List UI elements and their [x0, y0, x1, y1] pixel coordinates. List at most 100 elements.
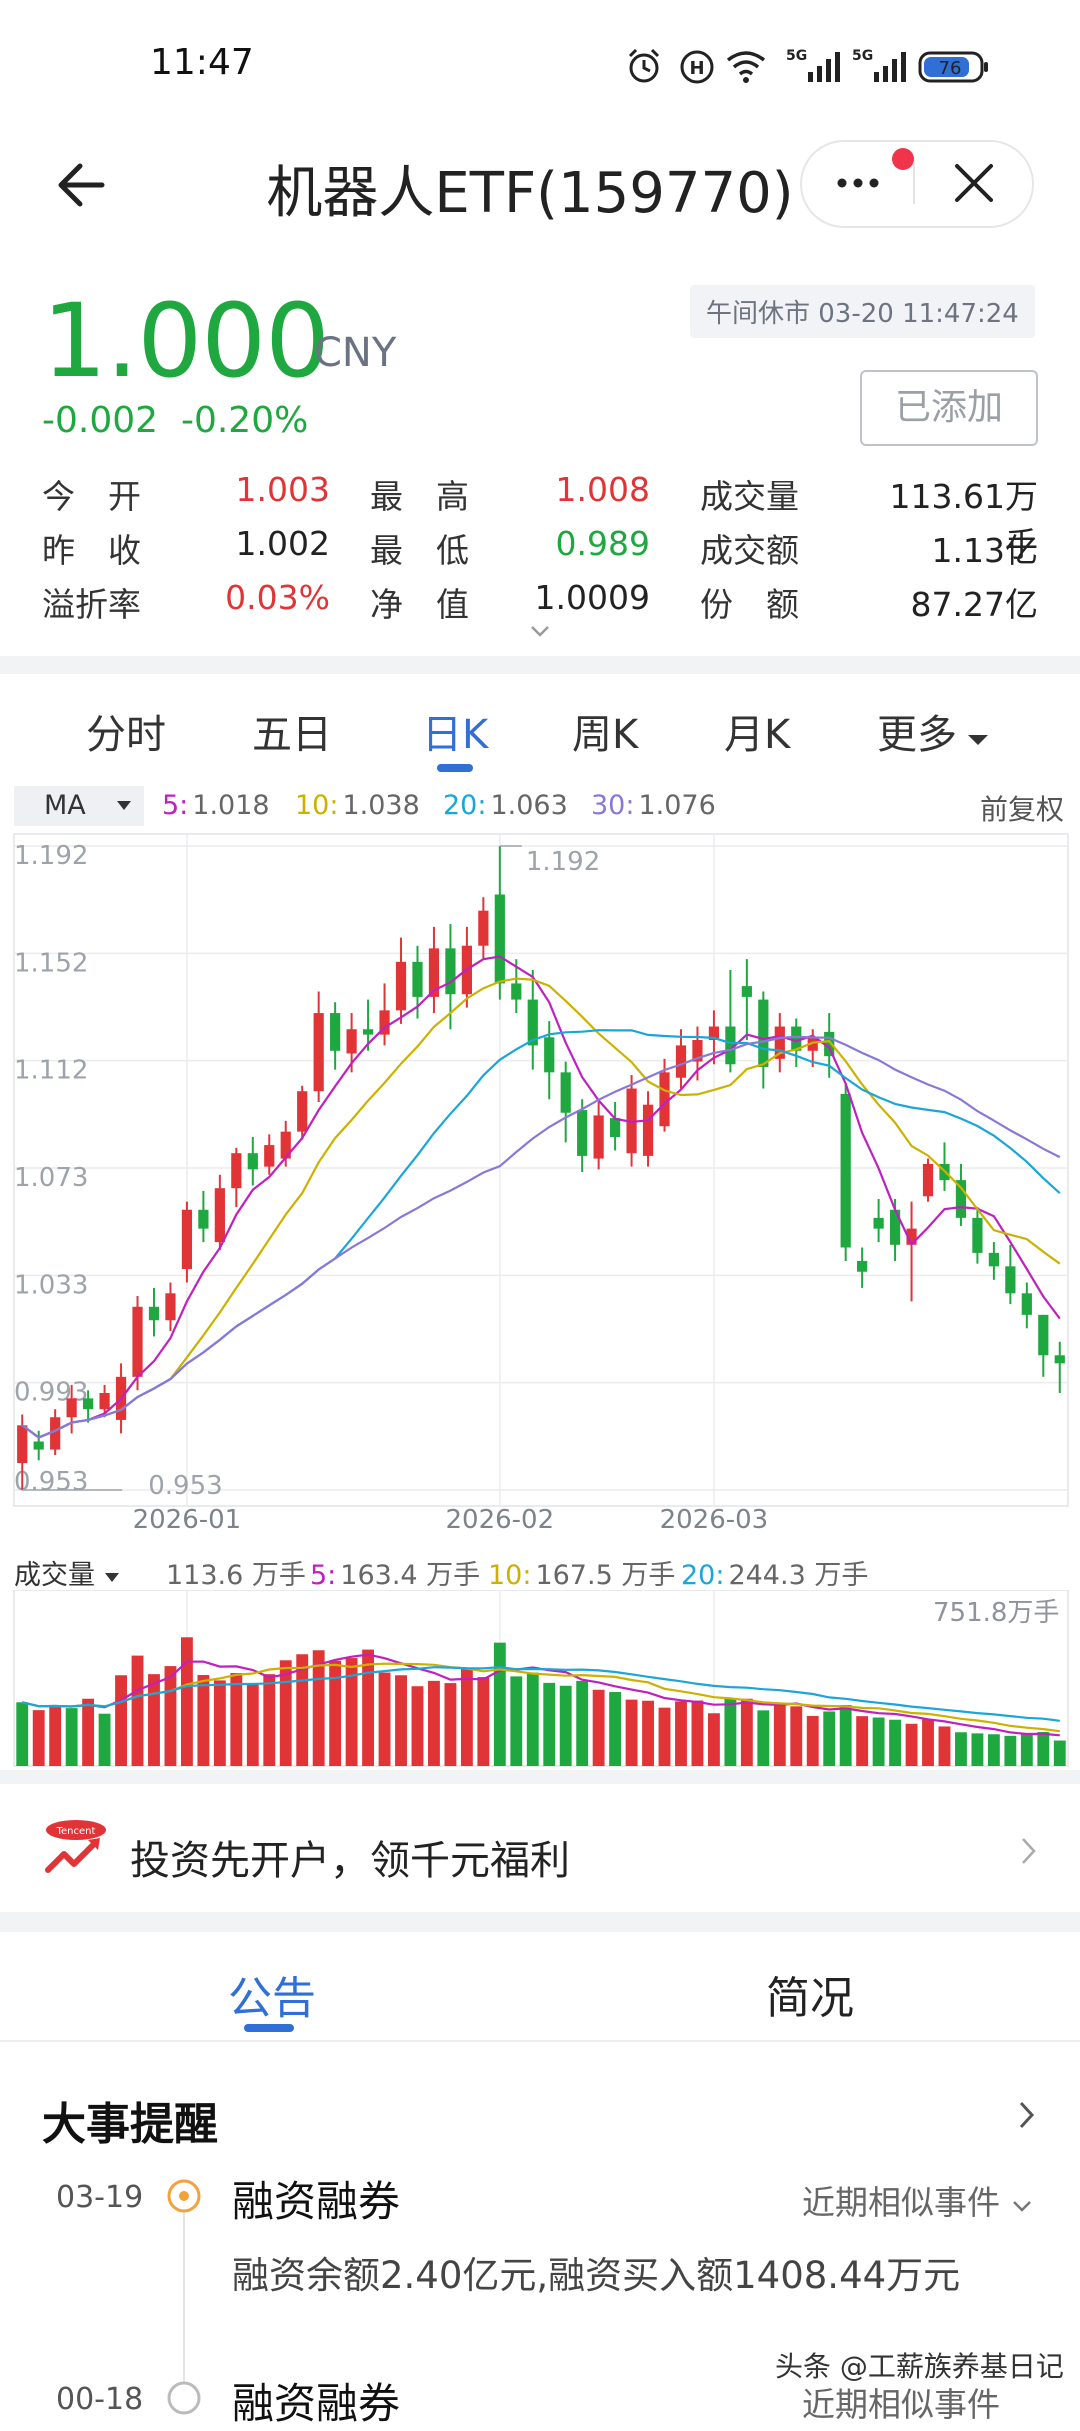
volume-bar [922, 1719, 934, 1766]
stat-value: 1.003 [235, 470, 330, 509]
volume-bar [1053, 1740, 1066, 1766]
legend-value: 1.038 [342, 790, 420, 821]
volume-bar [658, 1707, 671, 1766]
candle-body [313, 1013, 324, 1092]
section-divider [0, 1770, 1080, 1784]
similar-events-label: 近期相似事件 [802, 2385, 1000, 2424]
volume-chart[interactable] [0, 1590, 1080, 1770]
candle-body [412, 961, 423, 997]
events-more-button[interactable] [1016, 2098, 1038, 2132]
y-tick-label: 1.152 [14, 948, 88, 978]
volume-bar [592, 1689, 605, 1766]
candle-body [955, 1180, 967, 1218]
candle-body [83, 1398, 94, 1410]
y-tick-label: 1.192 [14, 841, 88, 871]
tab-announcements[interactable]: 公告 [228, 1973, 316, 2024]
candle-body [824, 1031, 835, 1057]
volume-bar [1004, 1735, 1017, 1766]
candle-body [758, 999, 769, 1067]
tab-period[interactable]: 更多 [877, 702, 991, 760]
active-tab-indicator [244, 2024, 294, 2032]
promo-banner[interactable]: Tencent 投资先开户，领千元福利 [0, 1790, 1080, 1912]
volume-bar [32, 1710, 45, 1766]
caret-down-icon [968, 735, 988, 745]
tab-period[interactable]: 月K [724, 702, 790, 760]
candle-body [511, 983, 522, 1000]
battery-icon: 76 [918, 50, 990, 88]
tab-day-k[interactable]: 日K [422, 702, 488, 760]
candle-body [214, 1188, 225, 1243]
adjustment-toggle[interactable]: 前复权 [980, 793, 1065, 826]
legend-item: 10: 167.5 万手 [488, 1553, 675, 1592]
price-change: -0.002 -0.20% [42, 400, 308, 441]
legend-item: 5: 1.018 [162, 790, 270, 821]
candle-body [725, 1026, 736, 1065]
more-button[interactable] [828, 158, 888, 212]
ma-line [21, 1035, 1061, 1439]
volume-bar [1020, 1734, 1033, 1766]
chart-frame [13, 833, 1069, 1507]
tab-period[interactable]: 周K [572, 702, 638, 760]
close-button[interactable] [944, 158, 1004, 212]
legend-value: 1.063 [490, 790, 568, 821]
ma-selector[interactable]: MA [14, 786, 144, 826]
candlestick-chart[interactable]: 1.192 1.152 1.112 1.073 1.033 0.993 0.953 2026-… [0, 830, 1080, 1530]
volume-bar [790, 1706, 803, 1766]
similar-events-button[interactable]: 近期相似事件 [802, 2378, 1000, 2426]
volume-bar [740, 1698, 753, 1766]
added-to-watchlist-button[interactable]: 已添加 [860, 370, 1038, 446]
tab-label: 分时 [86, 712, 166, 758]
volume-bar [955, 1732, 967, 1766]
stat-label: 净 值 [370, 585, 469, 624]
similar-events-button[interactable]: 近期相似事件 [802, 2176, 1033, 2224]
volume-bar [296, 1654, 309, 1766]
tab-label: 周K [572, 712, 639, 758]
y-tick-label: 1.033 [14, 1270, 88, 1300]
candle-body [297, 1091, 308, 1132]
high-marker-label: 1.192 [526, 847, 600, 877]
active-tab-indicator [437, 764, 473, 772]
stat-label: 成交额 [700, 531, 799, 570]
tab-period[interactable]: 五日 [252, 702, 332, 760]
legend-item: 20: 1.063 [443, 790, 568, 821]
legend-value: 1.018 [192, 790, 270, 821]
volume-bar [197, 1675, 210, 1766]
signal-label-2: 5G [852, 48, 873, 64]
legend-key: 20: [443, 790, 487, 821]
volume-bar [444, 1683, 457, 1766]
volume-bar [889, 1719, 902, 1766]
volume-bar [378, 1672, 391, 1766]
volume-bar [164, 1666, 177, 1766]
back-button[interactable] [50, 150, 120, 220]
page-title: 机器人ETF(159770) [266, 161, 794, 226]
volume-bar [559, 1685, 572, 1766]
volume-bar [16, 1702, 29, 1766]
candle-body [675, 1045, 687, 1078]
candle-body [610, 1118, 621, 1138]
candle-body [708, 1026, 720, 1041]
tab-brief[interactable]: 简况 [766, 1973, 854, 2024]
legend-item: 10: 1.038 [295, 790, 420, 821]
x-tick-label: 2026-01 [133, 1505, 242, 1530]
candle-body [560, 1072, 571, 1113]
candle-body [906, 1228, 917, 1245]
candle-body [857, 1260, 868, 1272]
expand-stats-button[interactable] [528, 622, 552, 644]
volume-bar [98, 1713, 111, 1766]
tab-period[interactable]: 分时 [86, 702, 166, 760]
stat-value: 113.61万手 [889, 477, 1038, 564]
tab-divider [0, 2040, 1080, 2042]
stat-value: 87.27亿 [910, 585, 1038, 624]
volume-selector[interactable]: 成交量 [14, 1553, 120, 1592]
signal-icon-2: 5G [852, 46, 910, 90]
candle-body [494, 894, 505, 984]
volume-frame [13, 1590, 1069, 1767]
stat-value: 1.008 [555, 470, 650, 509]
volume-bar [543, 1682, 556, 1766]
event-date: 03-19 [56, 2180, 144, 2215]
candle-body [362, 1029, 374, 1035]
status-time: 11:47 [150, 42, 254, 83]
legend-item: 5: 163.4 万手 [310, 1553, 480, 1592]
candle-body [659, 1072, 670, 1127]
candle-body [395, 961, 407, 1011]
